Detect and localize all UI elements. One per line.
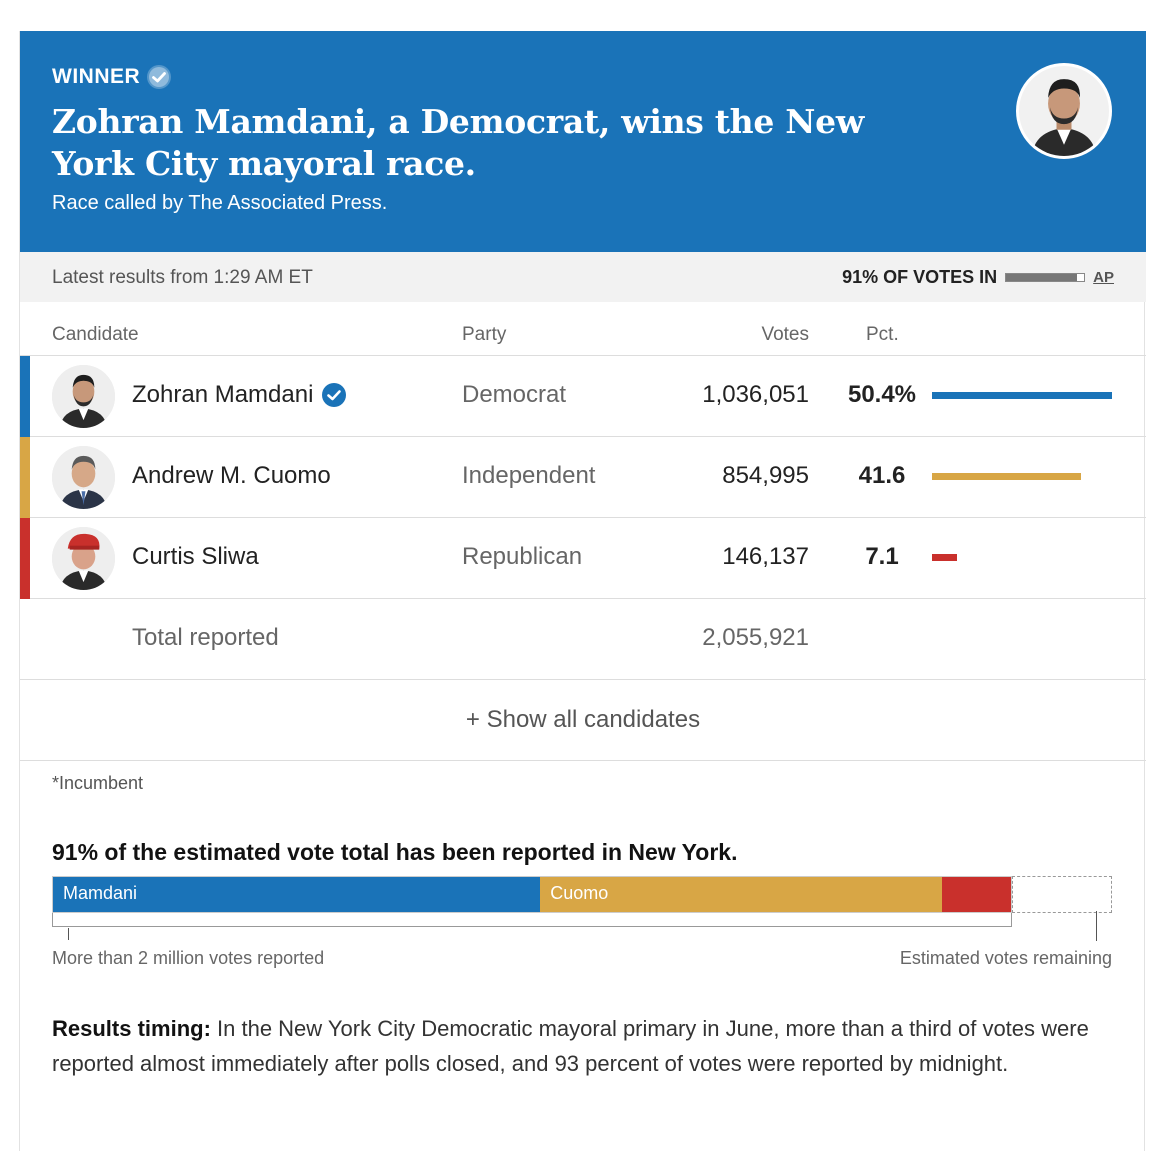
total-reported-value: 2,055,921 xyxy=(702,624,809,651)
candidate-name: Curtis Sliwa xyxy=(132,543,259,570)
party-color-stripe xyxy=(20,518,30,599)
candidate-avatar xyxy=(52,365,115,428)
results-timing-note: Results timing: In the New York City Dem… xyxy=(52,1011,1122,1081)
results-timing-label: Results timing: xyxy=(52,1016,211,1041)
column-header-pct: Pct. xyxy=(866,324,899,345)
table-row: Zohran Mamdani Democrat 1,036,051 50.4% xyxy=(20,356,1146,437)
candidate-votes: 146,137 xyxy=(722,543,809,570)
status-bar: Latest results from 1:29 AM ET 91% OF VO… xyxy=(20,252,1146,302)
results-card: WINNER Zohran Mamdani, a Democrat, wins … xyxy=(19,31,1146,1151)
ap-source-link[interactable]: AP xyxy=(1093,269,1114,286)
total-reported-label: Total reported xyxy=(132,624,279,651)
pct-bar xyxy=(932,392,1112,399)
results-timing-text: In the New York City Democratic mayoral … xyxy=(52,1016,1089,1076)
candidate-party: Independent xyxy=(462,462,596,489)
votes-reported-label: More than 2 million votes reported xyxy=(52,948,325,968)
estimated-vote-title: 91% of the estimated vote total has been… xyxy=(52,839,738,865)
pct-bar xyxy=(932,473,1081,480)
party-color-stripe xyxy=(20,356,30,437)
winner-check-icon xyxy=(322,383,347,407)
table-row: Andrew M. Cuomo Independent 854,995 41.6 xyxy=(20,437,1146,518)
headline: Zohran Mamdani, a Democrat, wins the New… xyxy=(52,102,864,183)
estimated-vote-stacked-bar: Mamdani Cuomo xyxy=(52,876,1012,913)
column-header-candidate: Candidate xyxy=(52,324,139,345)
candidate-name: Andrew M. Cuomo xyxy=(132,462,331,489)
remaining-tick xyxy=(1096,911,1097,941)
race-called-note: Race called by The Associated Press. xyxy=(52,192,388,214)
show-all-candidates-button[interactable]: + Show all candidates xyxy=(20,680,1146,761)
incumbent-note: *Incumbent xyxy=(52,773,144,793)
winner-banner: WINNER Zohran Mamdani, a Democrat, wins … xyxy=(20,31,1146,252)
estimated-votes-remaining-box xyxy=(1012,876,1112,913)
reported-bracket xyxy=(52,913,1012,927)
votes-in-progress-bar xyxy=(1005,273,1086,282)
pct-bar xyxy=(932,554,957,561)
candidate-party: Republican xyxy=(462,543,583,570)
candidate-avatar xyxy=(52,446,115,509)
candidate-votes: 1,036,051 xyxy=(702,381,809,408)
candidate-pct: 7.1 xyxy=(865,543,899,570)
latest-results-time: Latest results from 1:29 AM ET xyxy=(52,267,313,288)
reported-tick xyxy=(68,928,69,940)
party-color-stripe xyxy=(20,437,30,518)
stacked-segment xyxy=(942,877,1011,912)
verified-check-icon xyxy=(147,65,172,89)
candidate-avatar xyxy=(52,527,115,590)
votes-in-indicator: 91% OF VOTES IN AP xyxy=(842,267,1114,287)
stacked-segment: Mamdani xyxy=(53,877,541,912)
column-header-party: Party xyxy=(462,324,507,345)
table-row: Curtis Sliwa Republican 146,137 7.1 xyxy=(20,518,1146,599)
column-header-votes: Votes xyxy=(761,324,809,345)
stacked-segment: Cuomo xyxy=(540,877,943,912)
winner-avatar xyxy=(1016,63,1112,159)
votes-remaining-label: Estimated votes remaining xyxy=(899,948,1112,968)
candidate-votes: 854,995 xyxy=(722,462,809,489)
total-reported-row: Total reported 2,055,921 xyxy=(20,599,1146,680)
candidate-pct: 41.6 xyxy=(858,462,906,489)
candidate-pct: 50.4% xyxy=(847,381,917,408)
candidate-party: Democrat xyxy=(462,381,567,408)
table-header: Candidate Party Votes Pct. xyxy=(20,302,1146,356)
votes-in-progress-fill xyxy=(1006,274,1078,281)
candidate-name: Zohran Mamdani xyxy=(132,381,347,409)
winner-label: WINNER xyxy=(52,64,172,90)
